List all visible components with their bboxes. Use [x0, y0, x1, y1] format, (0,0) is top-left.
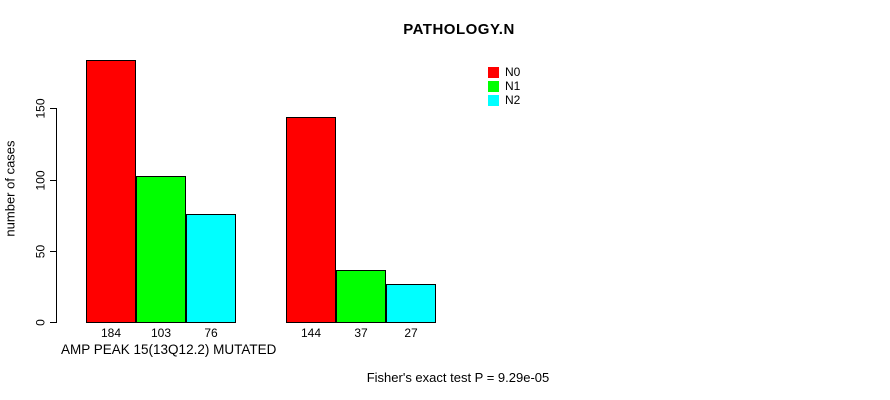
legend-swatch-icon	[488, 80, 499, 92]
y-axis-label: number of cases	[2, 140, 18, 237]
y-axis-tick-label: 50	[33, 244, 48, 258]
bar-n0-group1	[86, 60, 136, 324]
bar-value-label: 27	[404, 326, 418, 340]
bar-value-label: 144	[300, 326, 322, 340]
bar-value-label: 76	[204, 326, 218, 340]
legend-label: N2	[505, 93, 521, 107]
y-axis-tick	[50, 179, 57, 181]
legend-swatch-icon	[488, 66, 499, 78]
x-axis-label: AMP PEAK 15(13Q12.2) MUTATED	[61, 342, 277, 357]
bar-n0-group2	[286, 117, 336, 324]
fishers-test-annotation: Fisher's exact test P = 9.29e-05	[366, 370, 550, 385]
bar-value-label: 184	[100, 326, 122, 340]
legend-label: N1	[505, 79, 521, 93]
y-axis-tick-label: 150	[33, 98, 48, 119]
y-axis-tick-label: 100	[33, 170, 48, 191]
bar-value-label: 103	[150, 326, 172, 340]
bar-n2-group2	[386, 284, 436, 324]
legend-item-n0: N0	[488, 65, 520, 79]
legend-item-n2: N2	[488, 93, 520, 107]
legend-label: N0	[505, 65, 521, 79]
y-axis-tick-label: 0	[33, 319, 48, 326]
legend-item-n1: N1	[488, 79, 520, 93]
bar-value-label: 37	[354, 326, 368, 340]
legend-swatch-icon	[488, 94, 499, 106]
bar-n1-group1	[136, 175, 186, 324]
legend: N0 N1 N2	[488, 65, 520, 107]
y-axis-line	[56, 108, 57, 323]
y-axis-tick	[50, 250, 57, 252]
chart-title: PATHOLOGY.N	[403, 21, 515, 38]
bar-n1-group2	[336, 269, 386, 324]
y-axis-tick	[50, 322, 57, 323]
bar-n2-group1	[186, 214, 236, 324]
y-axis-tick	[50, 108, 57, 110]
